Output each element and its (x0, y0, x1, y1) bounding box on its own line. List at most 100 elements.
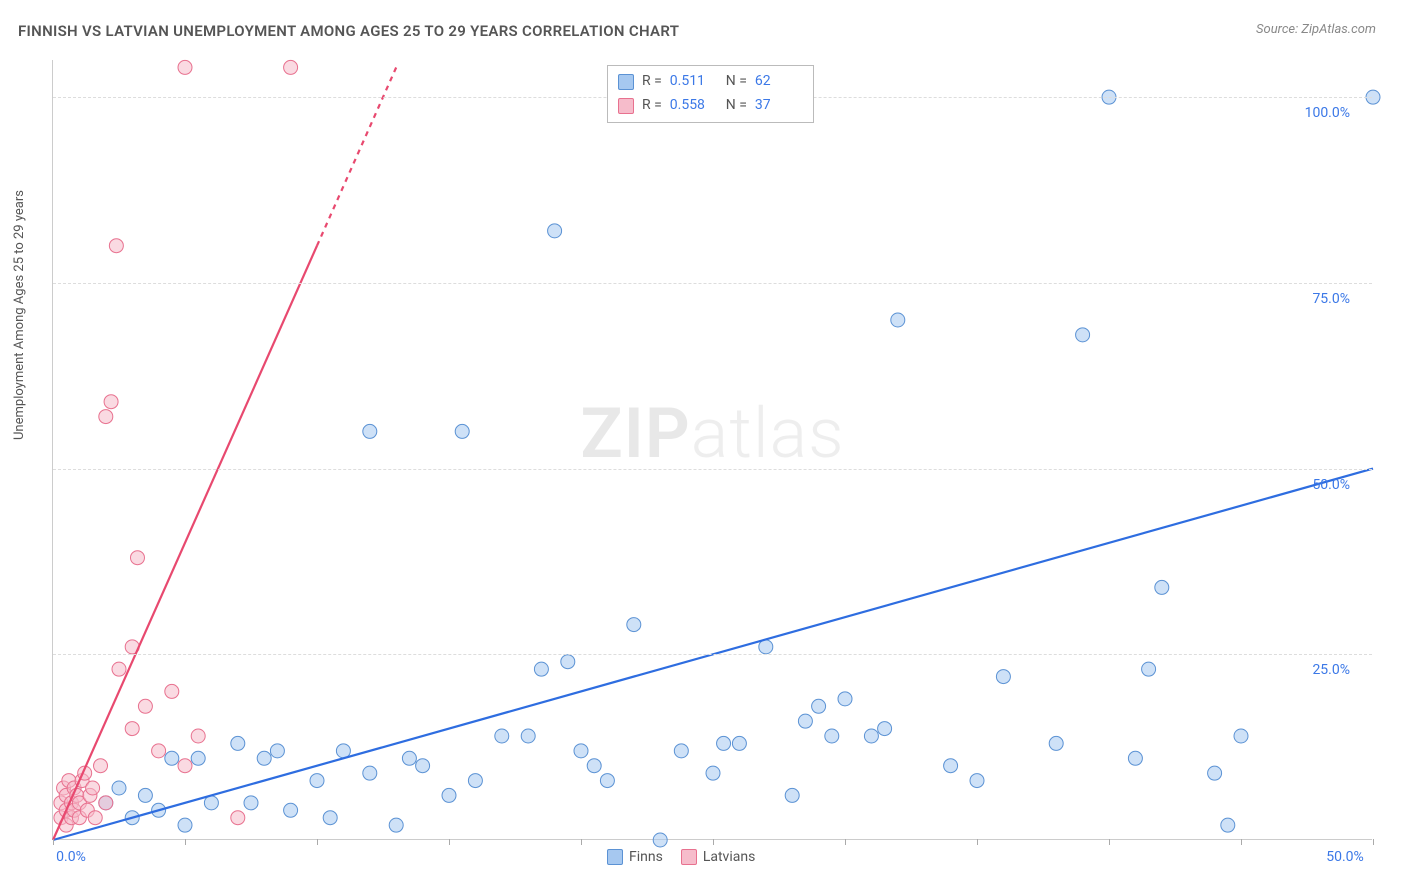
data-point (759, 640, 773, 654)
x-tick (977, 839, 978, 845)
data-point (627, 618, 641, 632)
data-point (878, 722, 892, 736)
data-point (86, 781, 100, 795)
legend-r-label: R = (642, 70, 662, 94)
data-point (112, 662, 126, 676)
x-tick (317, 839, 318, 845)
x-tick (713, 839, 714, 845)
data-point (125, 722, 139, 736)
data-point (138, 788, 152, 802)
data-point (1142, 662, 1156, 676)
data-point (152, 744, 166, 758)
data-point (455, 424, 469, 438)
data-point (495, 729, 509, 743)
data-point (191, 751, 205, 765)
x-tick (845, 839, 846, 845)
data-point (178, 759, 192, 773)
data-point (231, 811, 245, 825)
data-point (442, 788, 456, 802)
chart-title: FINNISH VS LATVIAN UNEMPLOYMENT AMONG AG… (18, 22, 679, 40)
legend-n-value: 37 (755, 94, 803, 118)
data-point (402, 751, 416, 765)
data-point (1049, 736, 1063, 750)
data-point (1076, 328, 1090, 342)
data-point (785, 788, 799, 802)
data-point (891, 313, 905, 327)
data-point (674, 744, 688, 758)
data-point (191, 729, 205, 743)
legend-swatch (607, 849, 623, 865)
data-point (204, 796, 218, 810)
data-point (653, 833, 667, 847)
data-point (970, 774, 984, 788)
x-tick (185, 839, 186, 845)
gridline-h (53, 654, 1372, 655)
legend-swatch (681, 849, 697, 865)
data-point (130, 551, 144, 565)
data-point (838, 692, 852, 706)
data-point (416, 759, 430, 773)
data-point (468, 774, 482, 788)
data-point (257, 751, 271, 765)
data-point (864, 729, 878, 743)
plot-area: ZIPatlas 25.0%50.0%75.0%100.0%0.0%50.0%R… (52, 60, 1372, 840)
x-tick (581, 839, 582, 845)
data-point (706, 766, 720, 780)
x-tick (449, 839, 450, 845)
data-point (165, 751, 179, 765)
data-point (798, 714, 812, 728)
data-point (944, 759, 958, 773)
data-point (104, 395, 118, 409)
data-point (99, 410, 113, 424)
data-point (363, 766, 377, 780)
series-legend-item: Finns (607, 849, 663, 865)
y-tick-label: 25.0% (1312, 662, 1350, 678)
data-point (600, 774, 614, 788)
y-tick-label: 100.0% (1305, 105, 1350, 121)
data-point (363, 424, 377, 438)
data-point (548, 224, 562, 238)
data-point (825, 729, 839, 743)
data-point (1155, 580, 1169, 594)
data-point (244, 796, 258, 810)
data-point (178, 60, 192, 74)
chart-container: ZIPatlas 25.0%50.0%75.0%100.0%0.0%50.0%R… (52, 60, 1372, 840)
data-point (1128, 751, 1142, 765)
data-point (336, 744, 350, 758)
data-point (534, 662, 548, 676)
data-point (88, 811, 102, 825)
data-point (732, 736, 746, 750)
data-point (1234, 729, 1248, 743)
source-label: Source: ZipAtlas.com (1256, 22, 1376, 37)
regression-line-dashed (317, 67, 396, 245)
legend-n-label: N = (726, 70, 747, 94)
x-tick (1109, 839, 1110, 845)
x-tick-label: 0.0% (56, 849, 86, 865)
data-point (109, 239, 123, 253)
data-point (284, 803, 298, 817)
data-point (270, 744, 284, 758)
legend-r-value: 0.558 (670, 94, 718, 118)
y-tick-label: 75.0% (1312, 291, 1350, 307)
legend-n-label: N = (726, 94, 747, 118)
data-point (310, 774, 324, 788)
data-point (231, 736, 245, 750)
legend-r-value: 0.511 (670, 70, 718, 94)
data-point (717, 736, 731, 750)
data-point (574, 744, 588, 758)
data-point (178, 818, 192, 832)
data-point (112, 781, 126, 795)
data-point (587, 759, 601, 773)
y-tick-label: 50.0% (1312, 477, 1350, 493)
x-tick (53, 839, 54, 845)
data-point (284, 60, 298, 74)
gridline-h (53, 283, 1372, 284)
series-legend: Finns Latvians (607, 849, 755, 865)
legend-n-value: 62 (755, 70, 803, 94)
correlation-legend: R = 0.511 N = 62 R = 0.558 N = 37 (607, 65, 814, 123)
legend-r-label: R = (642, 94, 662, 118)
data-point (165, 684, 179, 698)
correlation-legend-row: R = 0.558 N = 37 (618, 94, 803, 118)
data-point (812, 699, 826, 713)
series-legend-item: Latvians (681, 849, 756, 865)
